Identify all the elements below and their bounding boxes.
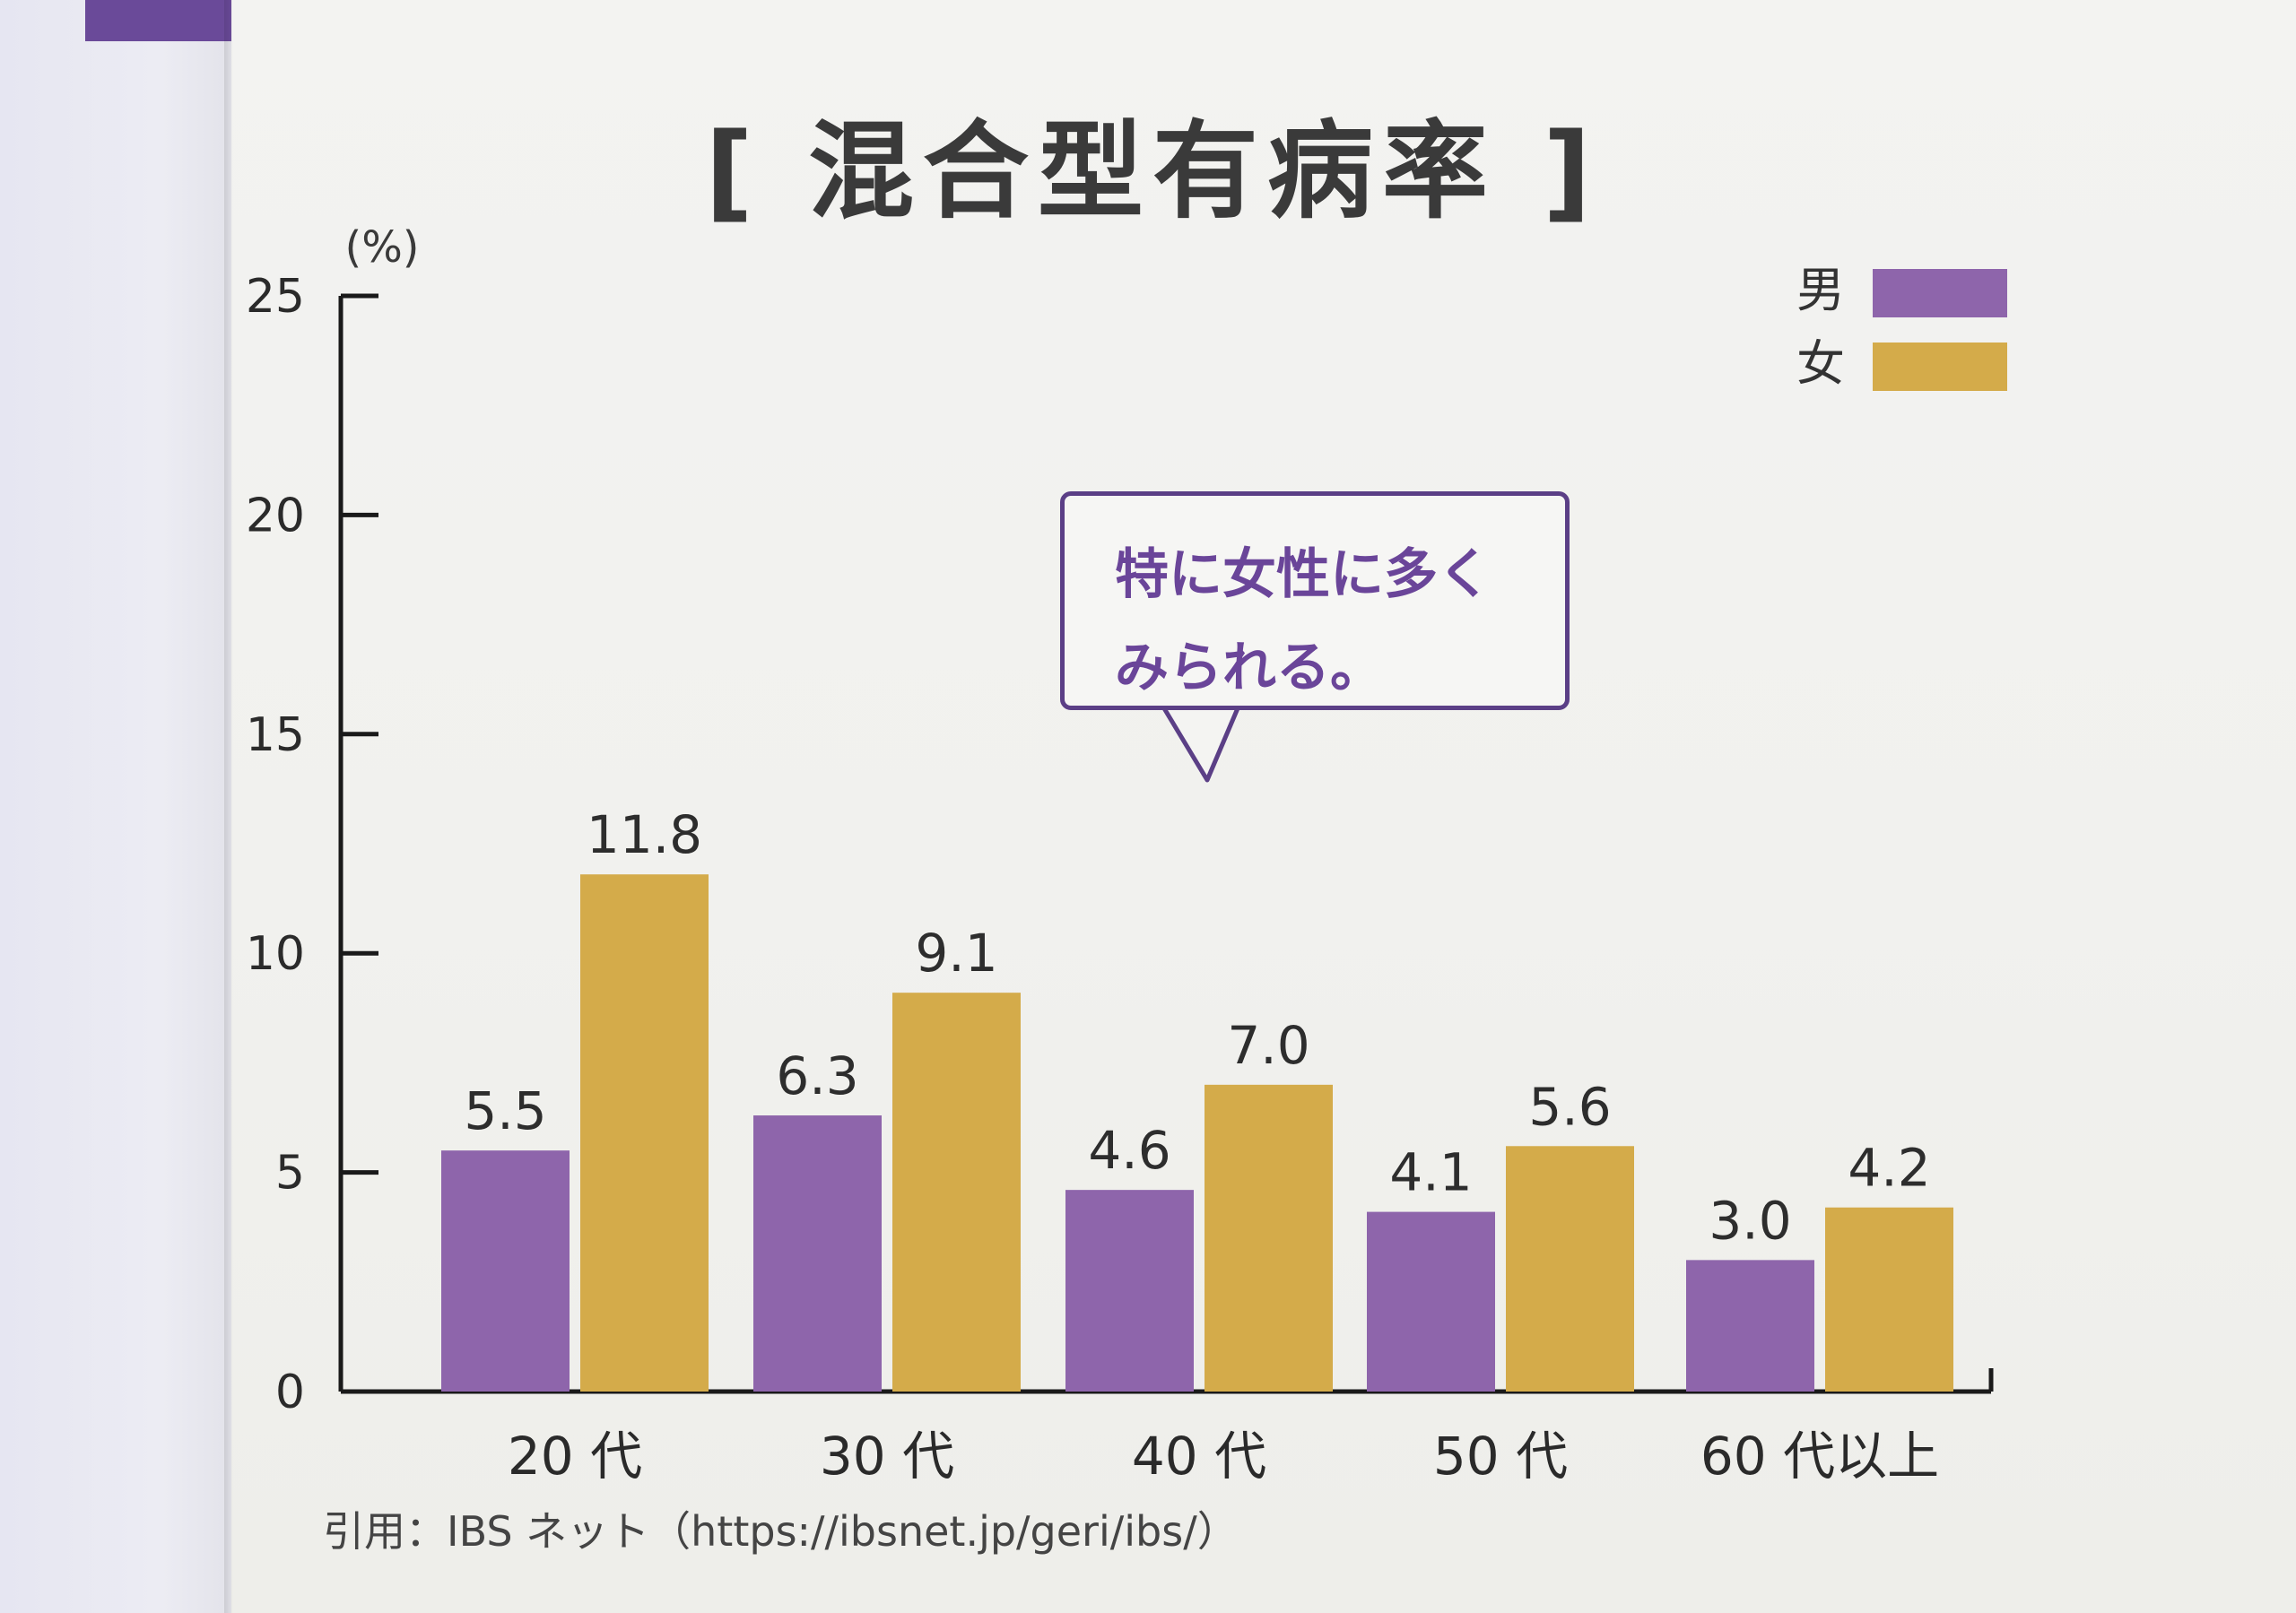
bar-male-1 — [753, 1115, 882, 1392]
y-tick-label-5: 5 — [275, 1147, 305, 1201]
left-page-margin — [0, 0, 231, 1613]
value-label-female-3: 5.6 — [1528, 1076, 1611, 1137]
bar-female-1 — [892, 993, 1021, 1392]
bar-female-3 — [1506, 1146, 1634, 1392]
bar-female-2 — [1205, 1084, 1333, 1392]
chart-labels: 5.5 11.8 20 代 6.3 9.1 30 代 4.6 7.0 40 代 4.1 5.6 50 … — [464, 804, 1939, 1487]
x-tick-label-4: 60 代以上 — [1700, 1426, 1939, 1487]
y-tick-label-15: 15 — [246, 708, 305, 762]
value-label-female-0: 11.8 — [587, 804, 702, 865]
callout-pointer — [1161, 707, 1240, 783]
chart-legend: 男女 — [1161, 262, 2007, 783]
value-label-male-1: 6.3 — [776, 1045, 858, 1106]
value-label-female-1: 9.1 — [915, 923, 997, 984]
legend-label-male: 男 — [1796, 262, 1845, 318]
legend-label-female: 女 — [1796, 335, 1845, 392]
x-tick-label-0: 20 代 — [508, 1426, 642, 1487]
chart-title: [ 混合型有病率 ] — [704, 109, 1601, 233]
callout-line-2: みられる。 — [1115, 637, 1384, 699]
chart-bars — [441, 874, 1953, 1392]
bar-male-4 — [1686, 1260, 1814, 1392]
value-label-male-3: 4.1 — [1389, 1142, 1472, 1203]
y-tick-label-25: 25 — [246, 270, 305, 324]
y-tick-label-0: 0 — [275, 1366, 305, 1419]
value-label-male-4: 3.0 — [1709, 1190, 1791, 1251]
bar-female-4 — [1825, 1207, 1953, 1392]
value-label-female-4: 4.2 — [1848, 1138, 1930, 1199]
annotation-callout: 特に女性に多く みられる。 — [1060, 491, 1570, 710]
value-label-female-2: 7.0 — [1227, 1015, 1309, 1076]
x-tick-label-2: 40 代 — [1132, 1426, 1266, 1487]
accent-strip — [85, 0, 231, 41]
bar-female-0 — [580, 874, 709, 1392]
y-tick-label-20: 20 — [246, 489, 305, 542]
value-label-male-2: 4.6 — [1088, 1120, 1170, 1181]
y-tick-label-10: 10 — [246, 927, 305, 981]
callout-line-1: 特に女性に多く — [1115, 543, 1492, 606]
legend-swatch-female — [1873, 343, 2007, 391]
page-fold-shadow — [224, 0, 233, 1613]
x-tick-label-3: 50 代 — [1433, 1426, 1568, 1487]
bar-male-2 — [1065, 1190, 1194, 1392]
y-axis-unit-label: (%) — [344, 222, 419, 273]
legend-swatch-male — [1873, 269, 2007, 317]
bar-male-3 — [1367, 1211, 1495, 1392]
bar-male-0 — [441, 1150, 570, 1392]
source-citation: 引用：IBS ネット（https://ibsnet.jp/geri/ibs/） — [323, 1507, 1239, 1556]
value-label-male-0: 5.5 — [464, 1080, 546, 1141]
x-tick-label-1: 30 代 — [820, 1426, 954, 1487]
